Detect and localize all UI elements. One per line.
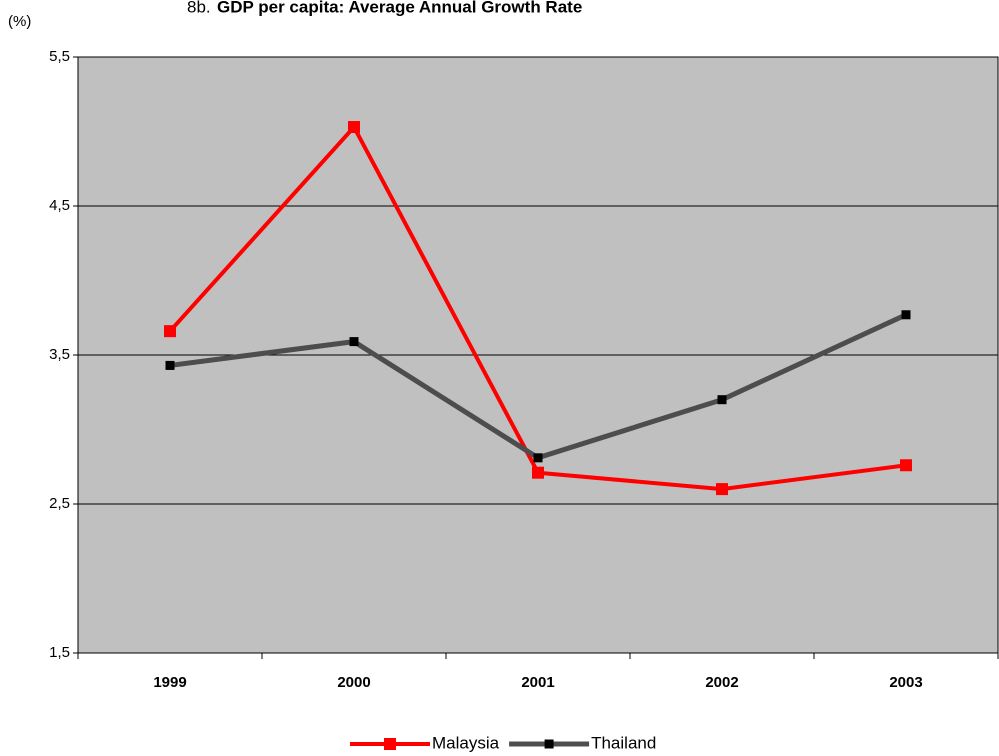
x-tick-label: 1999: [153, 674, 186, 691]
data-point: [348, 121, 360, 134]
data-point: [901, 310, 911, 320]
data-point: [533, 453, 543, 463]
y-axis-label: (%): [8, 13, 31, 30]
data-point: [717, 395, 727, 405]
y-tick-label: 2,5: [49, 495, 70, 512]
data-point: [716, 483, 728, 496]
data-point: [532, 466, 544, 479]
legend-label: Malaysia: [432, 733, 500, 752]
x-tick-label: 2002: [705, 674, 738, 691]
legend-label: Thailand: [591, 733, 656, 752]
y-tick-label: 3,5: [49, 346, 70, 363]
x-tick-label: 2000: [337, 674, 370, 691]
data-point: [900, 459, 912, 472]
y-tick-label: 5,5: [49, 48, 70, 65]
data-point: [165, 360, 175, 370]
x-tick-label: 2003: [889, 674, 922, 691]
y-tick-label: 4,5: [49, 197, 70, 214]
y-tick-label: 1,5: [49, 644, 70, 661]
chart-title-number: 8b.: [187, 0, 211, 16]
chart-title: GDP per capita: Average Annual Growth Ra…: [217, 0, 582, 16]
legend-marker: [384, 738, 396, 750]
legend-marker: [544, 739, 554, 749]
data-point: [349, 337, 359, 347]
data-point: [164, 325, 176, 338]
x-tick-label: 2001: [521, 674, 554, 691]
